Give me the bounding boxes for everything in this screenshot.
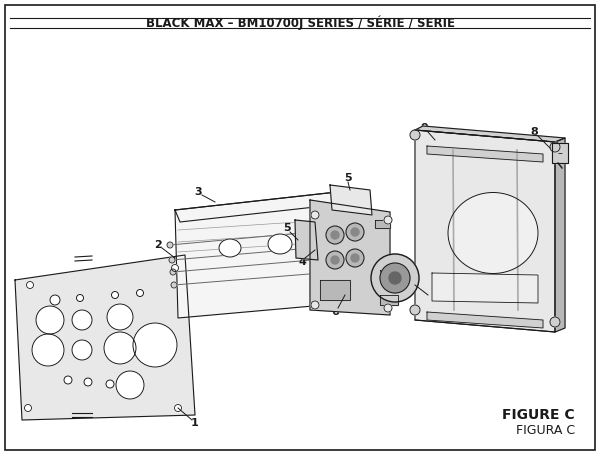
Circle shape	[389, 272, 401, 284]
Text: 1: 1	[191, 418, 199, 428]
Circle shape	[133, 323, 177, 367]
Text: 2: 2	[154, 240, 162, 250]
Circle shape	[64, 376, 72, 384]
Text: FIGURE C: FIGURE C	[502, 408, 575, 422]
Circle shape	[107, 304, 133, 330]
Text: 8: 8	[530, 127, 538, 137]
Circle shape	[410, 130, 420, 140]
Polygon shape	[555, 138, 565, 332]
Circle shape	[77, 294, 83, 302]
Circle shape	[169, 257, 175, 263]
Circle shape	[326, 251, 344, 269]
Text: 9: 9	[420, 123, 428, 133]
Text: –: –	[557, 148, 562, 158]
Circle shape	[347, 192, 353, 198]
Ellipse shape	[219, 239, 241, 257]
Circle shape	[172, 264, 179, 272]
Text: 4: 4	[298, 257, 306, 267]
Circle shape	[104, 332, 136, 364]
Ellipse shape	[314, 231, 336, 249]
Text: 7: 7	[428, 292, 436, 302]
Circle shape	[26, 282, 34, 288]
Polygon shape	[415, 126, 565, 142]
Circle shape	[50, 295, 60, 305]
Circle shape	[171, 282, 177, 288]
Circle shape	[106, 380, 114, 388]
Circle shape	[311, 211, 319, 219]
Circle shape	[36, 306, 64, 334]
Bar	[380, 295, 398, 305]
Circle shape	[84, 378, 92, 386]
Circle shape	[116, 371, 144, 399]
Polygon shape	[310, 200, 390, 315]
Text: FIGURA C: FIGURA C	[516, 424, 575, 436]
Circle shape	[550, 142, 560, 152]
Circle shape	[351, 228, 359, 236]
Polygon shape	[427, 146, 543, 162]
Text: 6: 6	[331, 307, 339, 317]
Circle shape	[170, 269, 176, 275]
Polygon shape	[295, 220, 318, 260]
Bar	[432, 273, 538, 301]
Circle shape	[346, 249, 364, 267]
Ellipse shape	[268, 234, 292, 254]
Circle shape	[72, 340, 92, 360]
Bar	[552, 143, 568, 163]
Circle shape	[331, 231, 339, 239]
Circle shape	[410, 305, 420, 315]
Ellipse shape	[448, 192, 538, 273]
Circle shape	[331, 256, 339, 264]
Circle shape	[384, 216, 392, 224]
Bar	[320, 280, 350, 300]
Circle shape	[342, 197, 348, 203]
Circle shape	[167, 242, 173, 248]
Text: BLACK MAX – BM10700J SERIES / SÉRIE / SERIE: BLACK MAX – BM10700J SERIES / SÉRIE / SE…	[146, 16, 455, 30]
Text: 5: 5	[344, 173, 352, 183]
Circle shape	[25, 404, 32, 411]
Bar	[375, 220, 390, 228]
Circle shape	[371, 254, 419, 302]
Polygon shape	[330, 185, 372, 215]
Circle shape	[346, 223, 364, 241]
Bar	[380, 270, 398, 278]
Circle shape	[311, 301, 319, 309]
Circle shape	[351, 254, 359, 262]
Polygon shape	[175, 190, 358, 318]
Circle shape	[32, 334, 64, 366]
Circle shape	[380, 263, 410, 293]
Circle shape	[72, 310, 92, 330]
Text: 3: 3	[194, 187, 202, 197]
Circle shape	[326, 226, 344, 244]
Polygon shape	[427, 312, 543, 328]
Circle shape	[137, 289, 143, 297]
Polygon shape	[175, 190, 360, 222]
Circle shape	[175, 404, 182, 411]
Circle shape	[384, 304, 392, 312]
Polygon shape	[15, 255, 195, 420]
Circle shape	[550, 317, 560, 327]
Circle shape	[112, 292, 119, 298]
Text: 5: 5	[283, 223, 291, 233]
Polygon shape	[415, 130, 555, 332]
